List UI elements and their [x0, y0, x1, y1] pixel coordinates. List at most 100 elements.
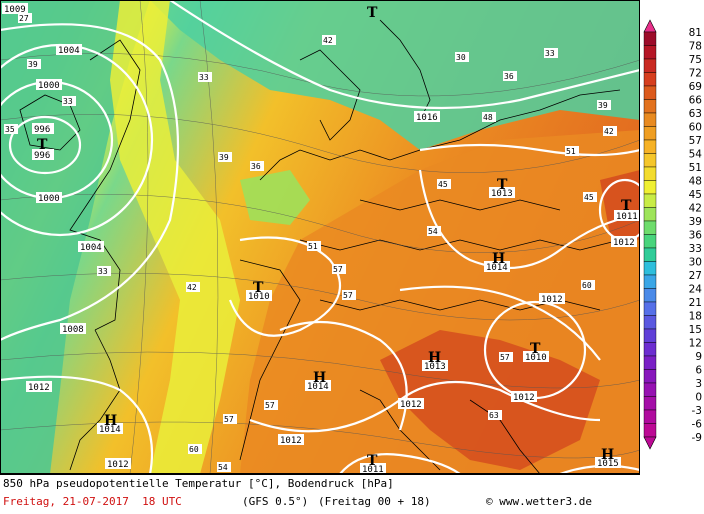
svg-text:1012: 1012	[28, 383, 50, 393]
legend-swatch	[643, 85, 657, 100]
legend-swatch	[643, 274, 657, 289]
weather-map: 1009 1004 1000 996 996 1000 1004 1008 10…	[0, 0, 640, 474]
high-pressure-symbol: H	[601, 447, 614, 463]
legend-swatch	[643, 126, 657, 141]
theta-label: 39	[27, 59, 41, 69]
svg-text:39: 39	[28, 60, 38, 69]
theta-label: 33	[62, 96, 76, 106]
theta-label: 51	[565, 146, 579, 156]
legend-swatch	[643, 396, 657, 411]
legend-value-label: 30	[689, 257, 702, 269]
legend-swatch	[643, 234, 657, 249]
svg-text:1000: 1000	[38, 194, 60, 204]
theta-label: 54	[427, 226, 441, 236]
pressure-label: 1011	[360, 463, 386, 474]
pressure-label: 1015	[595, 457, 621, 469]
pressure-label: 1012	[611, 236, 637, 248]
pressure-label: 1004	[78, 241, 104, 253]
svg-text:33: 33	[63, 97, 73, 106]
legend-value-label: 42	[689, 203, 702, 215]
pressure-label: 1014	[305, 380, 331, 392]
svg-text:1012: 1012	[613, 238, 635, 248]
legend-value-label: 36	[689, 230, 703, 242]
theta-label: 39	[218, 152, 232, 162]
legend-value-label: 78	[689, 41, 702, 53]
theta-label: 45	[437, 179, 451, 189]
caption-run: (Freitag 00 + 18)	[318, 495, 431, 508]
high-pressure-symbol: H	[104, 413, 117, 429]
pressure-label: 1010	[523, 351, 549, 363]
svg-text:57: 57	[265, 401, 275, 410]
caption-site-link[interactable]: © www.wetter3.de	[486, 495, 592, 508]
theta-label: 57	[499, 352, 513, 362]
svg-text:30: 30	[456, 53, 466, 62]
theta-label: 48	[482, 112, 496, 122]
theta-label: 36	[503, 71, 517, 81]
svg-text:1014: 1014	[486, 263, 508, 273]
high-pressure-symbol: H	[428, 350, 441, 366]
theta-label: 57	[264, 400, 278, 410]
svg-text:1000: 1000	[38, 81, 60, 91]
legend-swatch	[643, 193, 657, 208]
theta-label: 35	[4, 124, 18, 134]
svg-text:33: 33	[545, 49, 555, 58]
legend-swatch	[643, 166, 657, 181]
isobars	[0, 0, 640, 474]
theta-label: 60	[581, 280, 595, 290]
svg-text:51: 51	[308, 242, 318, 251]
svg-text:35: 35	[5, 125, 15, 134]
low-pressure-symbol: T	[497, 177, 508, 193]
legend-value-label: 54	[689, 149, 703, 161]
caption-date: Freitag, 21-07-2017 18 UTC	[3, 495, 182, 508]
svg-text:60: 60	[189, 445, 199, 454]
pressure-label: 1004	[56, 44, 82, 56]
legend-value-label: -3	[692, 405, 702, 417]
legend-value-label: 81	[689, 27, 702, 39]
low-pressure-symbol: T	[621, 198, 632, 214]
legend-swatch	[643, 409, 657, 424]
theta-label: 57	[342, 290, 356, 300]
legend-value-label: 27	[689, 270, 702, 282]
svg-text:1008: 1008	[62, 325, 84, 335]
legend-value-label: 39	[689, 216, 702, 228]
low-pressure-symbol: T	[367, 453, 378, 469]
legend-value-label: 72	[689, 68, 702, 80]
svg-text:57: 57	[224, 415, 234, 424]
legend-value-label: 0	[695, 392, 702, 404]
theta-label: 60	[188, 444, 202, 454]
pressure-label: 1013	[422, 360, 448, 372]
svg-text:1013: 1013	[491, 189, 513, 199]
legend-value-label: 9	[695, 351, 702, 363]
svg-text:1012: 1012	[400, 400, 422, 410]
legend-swatch	[643, 153, 657, 168]
color-scale-legend: 8178757269666360575451484542393633302724…	[643, 19, 703, 450]
theta-label: 45	[583, 192, 597, 202]
pressure-label: 1000	[36, 192, 62, 204]
svg-text:63: 63	[489, 411, 499, 420]
pressure-label: 1012	[539, 293, 565, 305]
legend-swatch	[643, 423, 657, 438]
svg-text:1013: 1013	[424, 362, 446, 372]
svg-text:57: 57	[343, 291, 353, 300]
pressure-label: 1011	[614, 210, 640, 222]
legend-value-label: 24	[689, 284, 703, 296]
legend-swatch	[643, 180, 657, 195]
theta-label: 33	[198, 72, 212, 82]
legend-swatch	[643, 301, 657, 316]
legend-value-label: 6	[695, 365, 702, 377]
svg-text:60: 60	[582, 281, 592, 290]
svg-text:33: 33	[199, 73, 209, 82]
legend-swatch	[643, 328, 657, 343]
legend-swatch	[643, 99, 657, 114]
legend-arrow-bottom	[643, 436, 657, 450]
pressure-label: 1010	[246, 290, 272, 302]
pressure-label: 1012	[511, 391, 537, 403]
svg-text:27: 27	[19, 14, 29, 23]
legend-swatch	[643, 315, 657, 330]
legend-swatch	[643, 342, 657, 357]
legend-swatch	[643, 31, 657, 46]
legend-swatch	[643, 45, 657, 60]
pressure-label: 1009	[2, 3, 28, 15]
pressure-systems: T T T T T T T H H H H H H	[37, 5, 632, 469]
svg-text:45: 45	[438, 180, 448, 189]
